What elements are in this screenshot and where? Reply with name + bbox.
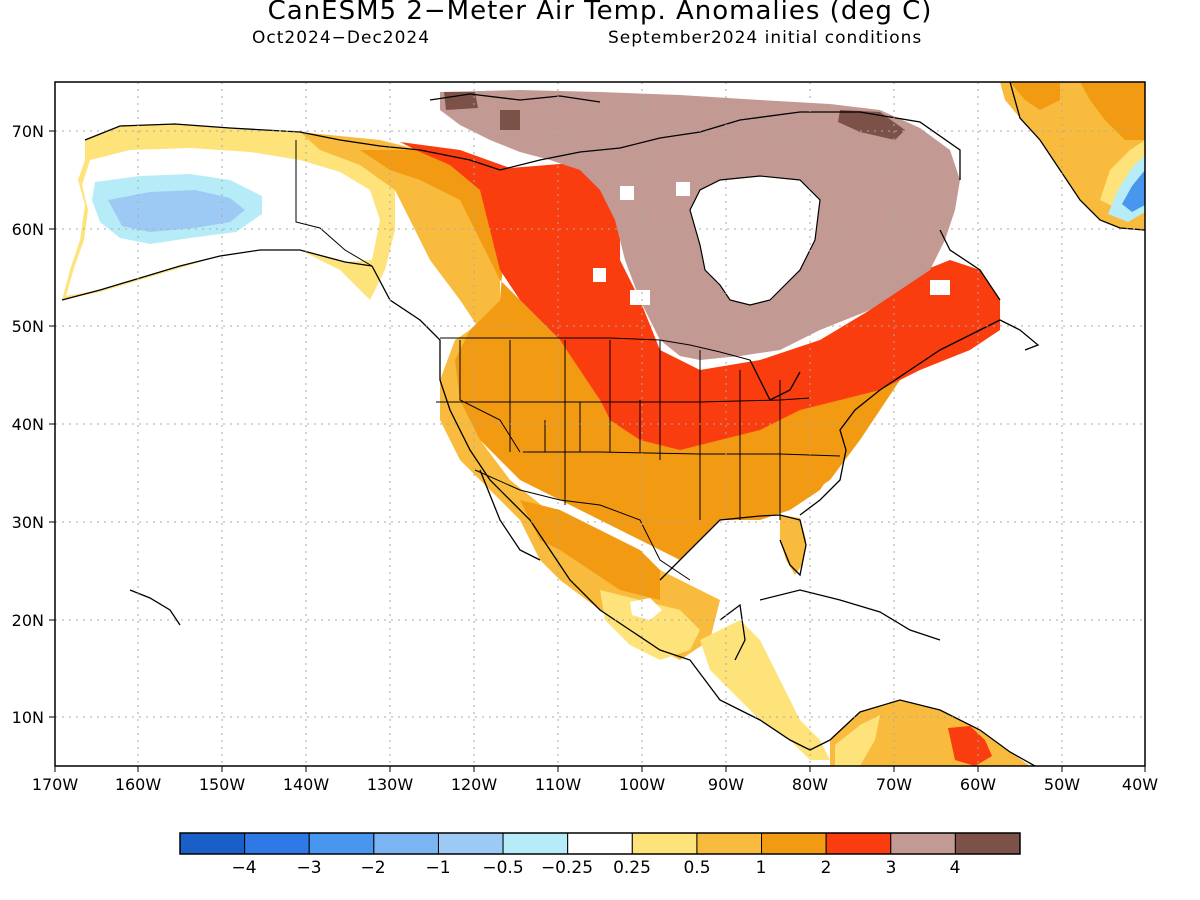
lat-label: 30N	[12, 513, 44, 532]
colorbar-label: 3	[886, 858, 897, 878]
lon-label: 60W	[960, 775, 996, 794]
lon-label: 170W	[32, 775, 79, 794]
colorbar-label: −1	[425, 858, 450, 878]
lat-label: 20N	[12, 611, 44, 630]
axis-ticks	[49, 130, 1146, 772]
land-venezuela-red	[948, 726, 992, 766]
initial-conditions-label: September2024 initial conditions	[608, 28, 923, 48]
graticule	[55, 82, 1145, 766]
hudson-bay	[689, 175, 821, 306]
colorbar-swatch	[373, 832, 439, 855]
colorbar-swatch	[244, 832, 310, 855]
colorbar-label: −3	[296, 858, 321, 878]
lon-label: 150W	[199, 775, 246, 794]
land-greenland-orange	[1010, 82, 1145, 140]
lat-label: 10N	[12, 708, 44, 727]
lat-label: 60N	[12, 220, 44, 239]
lon-label: 110W	[535, 775, 582, 794]
land-central-america	[700, 620, 830, 760]
colorbar-swatch	[696, 832, 763, 855]
colorbar-label: 2	[821, 858, 832, 878]
lon-label: 70W	[876, 775, 912, 794]
colorbar-swatches	[179, 832, 1021, 855]
land-greenland-blue	[1122, 170, 1145, 212]
colorbar-swatch	[761, 832, 827, 855]
colorbar-swatch	[567, 832, 633, 855]
colorbar-swatch	[308, 832, 375, 855]
land-southeast-orange	[700, 410, 850, 520]
colorbar-label: −2	[360, 858, 385, 878]
land-mexico-pale	[600, 590, 700, 660]
longitude-labels: 170W 160W 150W 140W 130W 120W 110W 100W …	[32, 775, 1158, 794]
colorbar-swatch	[179, 832, 246, 855]
land-white-cells	[593, 182, 950, 305]
colorbar-label: 4	[950, 858, 961, 878]
political-boundaries	[295, 140, 841, 581]
colorbar-swatch	[631, 832, 698, 855]
land-arctic-dark-2	[838, 110, 905, 140]
land-arctic-dark-3	[500, 110, 520, 130]
lon-label: 50W	[1044, 775, 1080, 794]
colorbar-frame	[179, 832, 1021, 855]
lat-label: 50N	[12, 317, 44, 336]
lon-label: 40W	[1122, 775, 1158, 794]
colorbar-label: 0.5	[683, 858, 710, 878]
lon-label: 80W	[792, 775, 828, 794]
land-florida-light	[780, 515, 806, 575]
map-area	[55, 82, 1145, 766]
colorbar-label: −0.5	[482, 858, 523, 878]
colorbar-swatch	[502, 832, 569, 855]
lon-label: 160W	[115, 775, 162, 794]
colorbar: −4 −3 −2 −1 −0.5 −0.25 0.25 0.5 1 2 3 4	[179, 832, 1021, 878]
colorbar-swatch	[954, 832, 1021, 855]
forecast-period: Oct2024−Dec2024	[252, 28, 431, 48]
lon-label: 100W	[619, 775, 666, 794]
land-na-orange-light	[300, 132, 720, 660]
latitude-labels: 70N 60N 50N 40N 30N 20N 10N	[12, 122, 44, 727]
lat-label: 70N	[12, 122, 44, 141]
map-title: CanESM5 2−Meter Air Temp. Anomalies (deg…	[267, 0, 933, 26]
colorbar-swatch	[825, 832, 892, 855]
land-mexico-white-spot	[630, 598, 662, 620]
lon-label: 120W	[451, 775, 498, 794]
colorbar-label: −0.25	[541, 858, 593, 878]
colorbar-label: −4	[231, 858, 256, 878]
colorbar-swatch	[437, 832, 504, 855]
lon-label: 130W	[367, 775, 414, 794]
land-red-band	[400, 142, 1000, 450]
lon-label: 90W	[708, 775, 744, 794]
land-alaska-cooler	[108, 190, 245, 232]
colorbar-label: 1	[756, 858, 767, 878]
colorbar-label: 0.25	[613, 858, 651, 878]
lon-label: 140W	[283, 775, 330, 794]
colorbar-labels: −4 −3 −2 −1 −0.5 −0.25 0.25 0.5 1 2 3 4	[231, 858, 960, 878]
land-mexico-orange	[520, 500, 660, 600]
land-south-america-pale	[835, 715, 880, 766]
lat-label: 40N	[12, 415, 44, 434]
colorbar-swatch	[890, 832, 956, 855]
